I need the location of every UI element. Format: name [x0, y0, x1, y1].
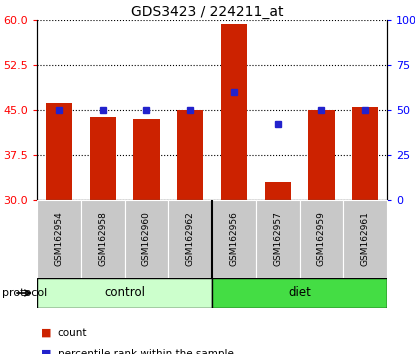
Bar [221, 24, 247, 200]
Text: protocol: protocol [2, 288, 47, 298]
Text: GSM162959: GSM162959 [317, 212, 326, 267]
Text: GDS3423 / 224211_at: GDS3423 / 224211_at [131, 5, 284, 19]
Bar [264, 182, 291, 200]
Bar [81, 200, 124, 278]
Bar [352, 107, 378, 200]
Bar [212, 200, 256, 278]
Bar [124, 200, 168, 278]
Bar [343, 200, 387, 278]
Bar [46, 103, 72, 200]
Bar [308, 110, 334, 200]
Text: diet: diet [288, 286, 311, 299]
Text: ■: ■ [41, 328, 51, 338]
Bar [37, 278, 212, 308]
Bar [300, 200, 343, 278]
Bar [37, 200, 81, 278]
Text: GSM162962: GSM162962 [186, 212, 195, 266]
Bar [212, 278, 387, 308]
Text: control: control [104, 286, 145, 299]
Text: GSM162960: GSM162960 [142, 212, 151, 267]
Text: GSM162956: GSM162956 [229, 212, 238, 267]
Text: GSM162957: GSM162957 [273, 212, 282, 267]
Text: count: count [58, 328, 87, 338]
Bar [168, 200, 212, 278]
Text: GSM162954: GSM162954 [54, 212, 63, 266]
Text: GSM162961: GSM162961 [361, 212, 370, 267]
Text: ■: ■ [41, 349, 51, 354]
Bar [133, 119, 159, 200]
Text: percentile rank within the sample: percentile rank within the sample [58, 349, 234, 354]
Bar [177, 110, 203, 200]
Bar [256, 200, 300, 278]
Text: GSM162958: GSM162958 [98, 212, 107, 267]
Bar [90, 117, 116, 200]
